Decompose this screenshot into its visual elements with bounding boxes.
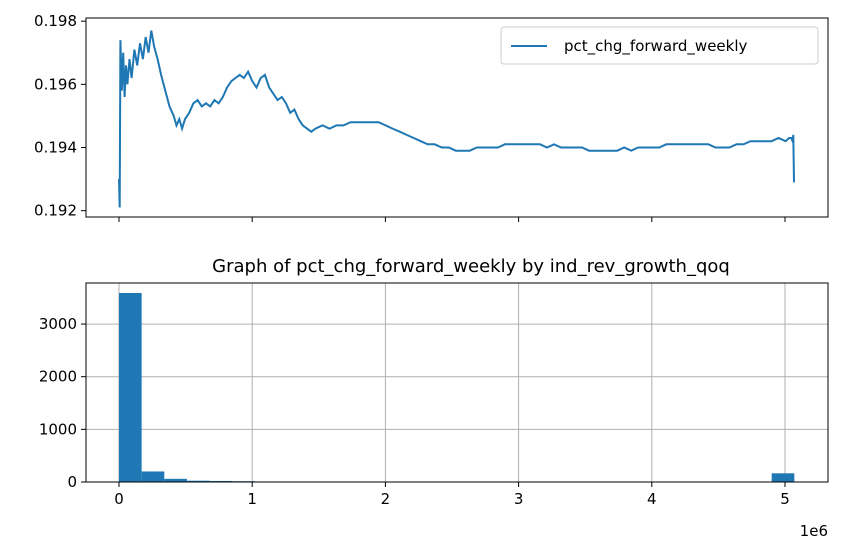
line-axes-frame xyxy=(85,17,829,218)
line-y-axis-ticks: 0.192 0.194 0.196 0.198 xyxy=(34,12,86,220)
y-tick-label: 0 xyxy=(67,473,77,491)
histogram-bar xyxy=(164,478,187,482)
line-legend: pct_chg_forward_weekly xyxy=(500,26,819,65)
x-tick-label: 1 xyxy=(247,490,257,508)
y-tick-label: 1000 xyxy=(39,420,77,438)
series-line-pct-chg-forward-weekly xyxy=(118,30,795,208)
y-tick-label: 3000 xyxy=(39,315,77,333)
x-tick-label: 0 xyxy=(114,490,124,508)
histogram-y-axis-ticks: 0 1000 2000 3000 xyxy=(39,315,86,491)
x-tick-label: 5 xyxy=(780,490,790,508)
x-tick-label: 2 xyxy=(381,490,391,508)
histogram-bar xyxy=(119,293,142,482)
histogram-bar xyxy=(771,473,795,482)
line-chart-panel: 0.192 0.194 0.196 0.198 pct_chg_forward_wee… xyxy=(34,12,829,222)
x-axis-offset-label: 1e6 xyxy=(800,522,828,540)
histogram-panel: Graph of pct_chg_forward_weekly by ind_r… xyxy=(39,256,829,540)
histogram-bar xyxy=(186,480,210,482)
line-x-axis-ticks xyxy=(118,217,786,222)
legend-box xyxy=(500,26,819,65)
histogram-title: Graph of pct_chg_forward_weekly by ind_r… xyxy=(212,256,730,277)
y-tick-label: 0.198 xyxy=(34,12,77,30)
legend-label: pct_chg_forward_weekly xyxy=(564,37,748,56)
histogram-bar xyxy=(141,471,165,482)
y-tick-label: 2000 xyxy=(39,368,77,386)
x-tick-label: 4 xyxy=(647,490,657,508)
x-tick-label: 3 xyxy=(514,490,524,508)
histogram-x-axis-ticks: 0 1 2 3 4 5 xyxy=(114,482,790,508)
y-tick-label: 0.196 xyxy=(34,75,77,93)
histogram-axes-frame xyxy=(85,282,829,483)
y-tick-label: 0.192 xyxy=(34,202,77,220)
y-tick-label: 0.194 xyxy=(34,139,77,157)
histogram-bar xyxy=(209,480,233,482)
